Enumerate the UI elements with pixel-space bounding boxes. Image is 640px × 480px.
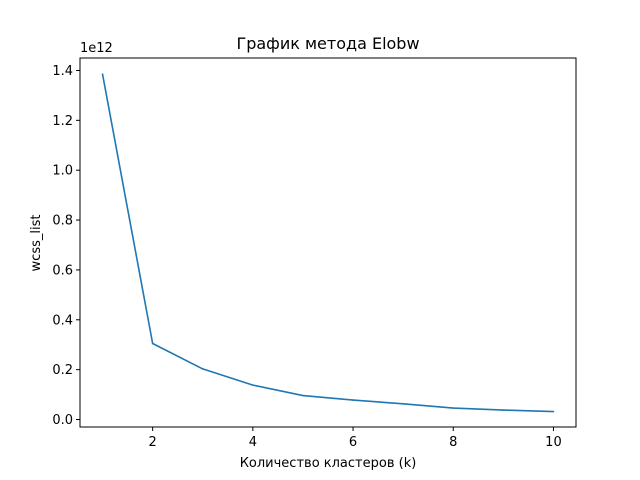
plot-area-frame (79, 57, 577, 428)
data-point (452, 407, 455, 409)
series-layer (101, 73, 555, 413)
y-tick-label: 0.4 (52, 313, 73, 328)
y-tick-label: 1.4 (52, 64, 73, 79)
x-tick-label: 4 (249, 435, 257, 450)
y-axis-label: wcss_list (29, 215, 44, 272)
data-point (151, 342, 154, 345)
y-ticks: 0.0 0.2 0.4 0.6 0.8 1.0 1.2 1.4 (52, 64, 80, 428)
y-tick-label: 0.2 (52, 363, 73, 378)
data-point (402, 403, 404, 405)
data-point (252, 384, 254, 386)
series-line (101, 74, 554, 413)
data-point (302, 394, 304, 397)
chart-title: График метода Elobw (236, 34, 419, 53)
data-point (552, 410, 555, 413)
y-tick-label: 0.8 (52, 214, 73, 229)
data-point (201, 368, 204, 370)
y-tick-label: 0.0 (52, 413, 73, 428)
x-tick-label: 10 (545, 435, 562, 450)
data-point (502, 409, 505, 411)
x-ticks: 2 4 6 8 10 (149, 427, 562, 450)
x-tick-label: 2 (149, 435, 157, 450)
y-tick-label: 0.6 (52, 263, 73, 278)
y-offset-label: 1e12 (80, 41, 113, 56)
x-axis-label: Количество кластеров (k) (240, 456, 417, 471)
x-tick-label: 6 (349, 435, 357, 450)
data-point (101, 73, 104, 76)
y-tick-label: 1.2 (52, 114, 73, 129)
data-point (352, 399, 354, 401)
y-tick-label: 1.0 (52, 164, 73, 179)
x-tick-label: 8 (449, 435, 457, 450)
